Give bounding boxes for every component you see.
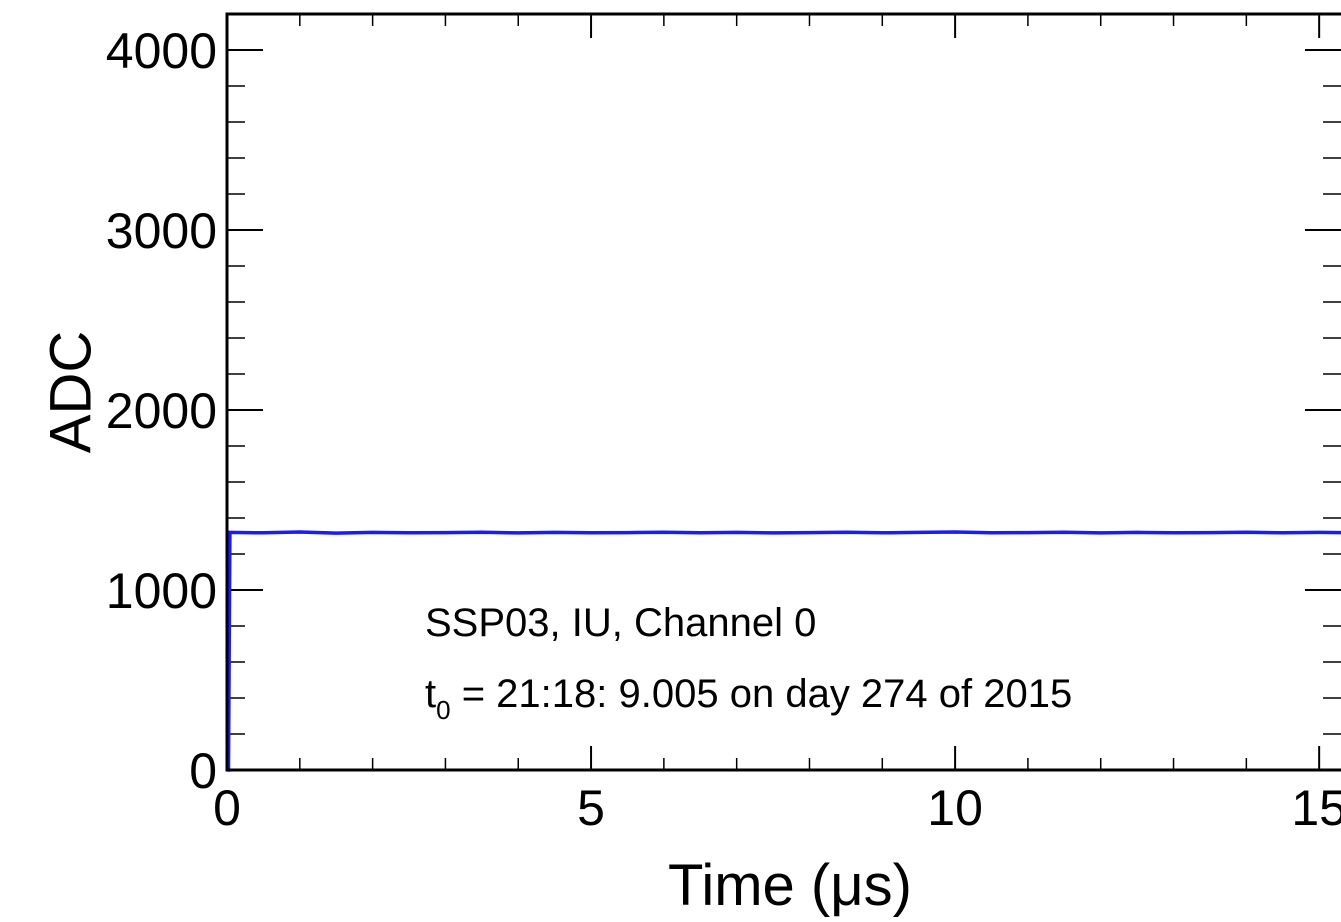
y-tick-label: 0 [189,743,217,799]
x-tick-label: 5 [577,780,605,836]
y-tick-label: 3000 [106,203,217,259]
y-tick-label: 2000 [106,383,217,439]
x-tick-label: 0 [213,780,241,836]
x-tick-label: 15 [1291,780,1341,836]
annotation-t-rest: = 21:18: 9.005 on day 274 of 2015 [451,672,1073,716]
minor-ticks [227,13,1341,770]
annotation-timestamp: t0 = 21:18: 9.005 on day 274 of 2015 [425,672,1072,725]
y-tick-label: 4000 [106,23,217,79]
y-axis-title: ADC [38,331,103,453]
y-tick-label: 1000 [106,563,217,619]
x-axis-title: Time (μs) [668,853,912,918]
series-layer [226,530,1341,772]
tick-labels: 0 5 10 15 0 1000 2000 3000 4000 [106,23,1341,836]
x-tick-label: 10 [927,780,983,836]
major-ticks [226,14,1341,771]
series-line [226,530,1341,772]
annotation-t-symbol: t [425,672,436,716]
annotation-channel: SSP03, IU, Channel 0 [425,601,816,645]
plot-frame [225,12,1341,772]
annotation-t-subscript: 0 [436,695,450,725]
